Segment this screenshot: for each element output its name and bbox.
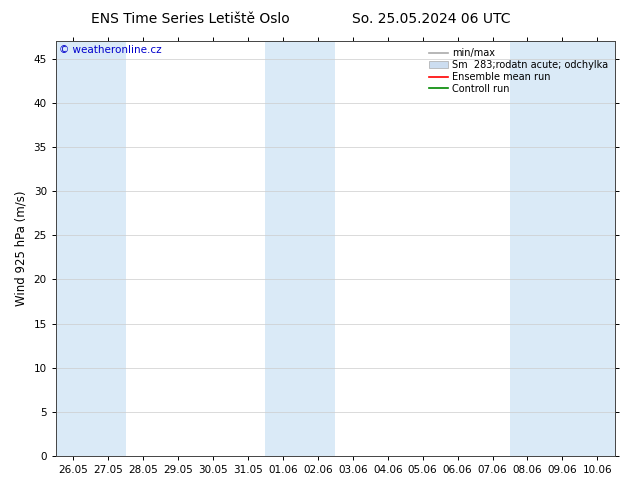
Bar: [266, 41, 301, 456]
Bar: [56, 41, 91, 456]
Bar: [91, 41, 126, 456]
Bar: [580, 41, 615, 456]
Legend: min/max, Sm  283;rodatn acute; odchylka, Ensemble mean run, Controll run: min/max, Sm 283;rodatn acute; odchylka, …: [425, 44, 612, 98]
Text: © weatheronline.cz: © weatheronline.cz: [58, 46, 161, 55]
Bar: [545, 41, 580, 456]
Y-axis label: Wind 925 hPa (m/s): Wind 925 hPa (m/s): [15, 191, 28, 306]
Text: So. 25.05.2024 06 UTC: So. 25.05.2024 06 UTC: [352, 12, 510, 26]
Text: ENS Time Series Letiště Oslo: ENS Time Series Letiště Oslo: [91, 12, 290, 26]
Bar: [301, 41, 335, 456]
Bar: [510, 41, 545, 456]
